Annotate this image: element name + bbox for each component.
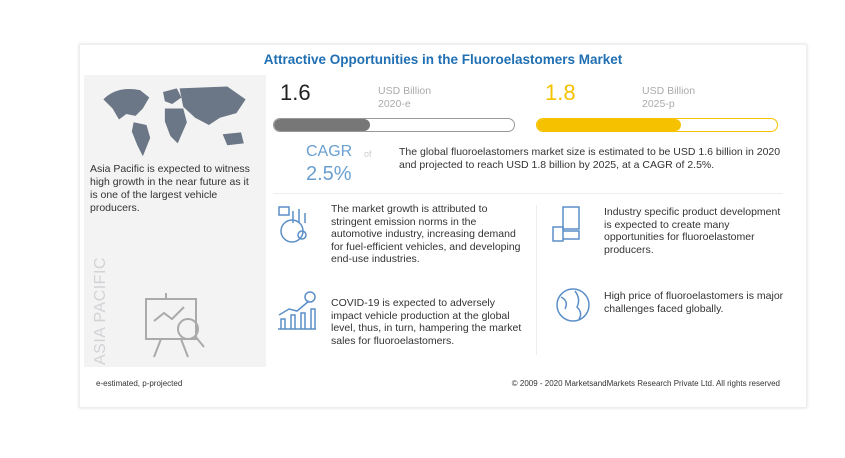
- region-panel: Asia Pacific is expected to witness high…: [84, 75, 266, 367]
- product-development-icon: [552, 206, 580, 242]
- cagr-value: 2.5%: [306, 163, 352, 185]
- market-2025-value: 1.8: [545, 80, 576, 105]
- copyright: © 2009 - 2020 MarketsandMarkets Research…: [511, 379, 780, 388]
- insight-text: Industry specific product development is…: [604, 206, 781, 256]
- analytics-board-icon: [145, 293, 205, 358]
- region-label: ASIA PACIFIC: [92, 257, 109, 365]
- infographic-card: Attractive Opportunities in the Fluoroel…: [79, 44, 807, 408]
- page-title: Attractive Opportunities in the Fluoroel…: [263, 52, 623, 67]
- market-2020-value: 1.6: [280, 80, 311, 105]
- cagr-label: CAGR: [306, 143, 353, 160]
- market-2025-unit: USD Billion: [642, 85, 696, 97]
- cagr-of: of: [364, 149, 372, 159]
- region-description: Asia Pacific is expected to witness high…: [90, 163, 250, 214]
- world-map-icon: [103, 86, 246, 157]
- market-2020-year: 2020-e: [378, 98, 411, 110]
- insight-text: High price of fluoroelastomers is major …: [604, 290, 784, 315]
- divider: [536, 205, 537, 355]
- divider: [273, 193, 783, 194]
- covid-chart-icon: [278, 291, 316, 330]
- market-2025-progress: [536, 118, 778, 132]
- market-2020-progress: [273, 118, 515, 132]
- market-2025-year: 2025-p: [642, 98, 675, 110]
- cagr-description: The global fluoroelastomers market size …: [399, 146, 781, 171]
- market-growth-icon: [278, 206, 307, 243]
- market-2020-unit: USD Billion: [378, 85, 432, 97]
- insight-text: The market growth is attributed to strin…: [331, 203, 521, 265]
- insight-text: COVID-19 is expected to adversely impact…: [331, 297, 522, 347]
- globe-icon: [556, 288, 590, 322]
- footnote: e-estimated, p-projected: [96, 379, 183, 388]
